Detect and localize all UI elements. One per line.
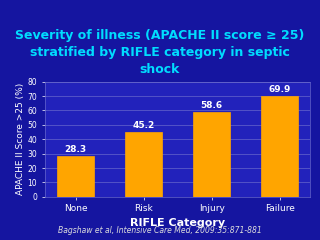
Text: 69.9: 69.9 [268,85,291,94]
Text: Severity of illness (APACHE II score ≥ 25)
stratified by RIFLE category in septi: Severity of illness (APACHE II score ≥ 2… [15,29,305,76]
Text: 28.3: 28.3 [65,145,87,154]
X-axis label: RIFLE Category: RIFLE Category [130,218,225,228]
Bar [125,132,162,197]
Text: Bagshaw et al, Intensive Care Med, 2009:35:871-881: Bagshaw et al, Intensive Care Med, 2009:… [58,226,262,235]
Y-axis label: APACHE II Score >25 (%): APACHE II Score >25 (%) [16,83,25,195]
Bar [261,96,298,197]
Text: 45.2: 45.2 [132,120,155,130]
Bar [57,156,94,197]
Text: 58.6: 58.6 [201,101,223,110]
Bar [193,112,230,197]
